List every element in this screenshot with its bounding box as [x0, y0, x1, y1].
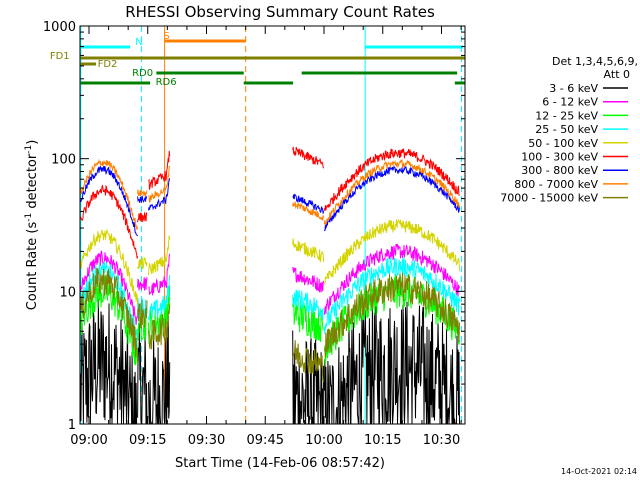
x-tick-label-3: 09:45 [247, 433, 284, 448]
x-axis-ticks: 09:00 09:15 09:30 09:45 10:00 10:15 10:30 [70, 26, 462, 448]
flag-label-fd1: FD1 [50, 51, 70, 62]
series-lines [79, 146, 460, 425]
series-line-4-seg-2 [148, 235, 171, 276]
series-line-6-seg-0 [79, 165, 139, 237]
y-tick-label-2: 100 [51, 153, 76, 168]
legend-label-8: 7000 - 15000 keV [500, 192, 598, 205]
series-line-7-seg-3 [292, 201, 325, 221]
series-line-6-seg-3 [292, 193, 325, 214]
series-line-3-seg-1 [137, 297, 148, 318]
series-line-6-seg-4 [323, 164, 460, 232]
x-tick-label-4: 10:00 [305, 433, 342, 448]
series-line-2-seg-3 [292, 297, 325, 342]
series-line-8-seg-0 [79, 267, 139, 364]
y-tick-label-0: 1 [68, 418, 76, 433]
x-tick-label-2: 09:30 [188, 433, 225, 448]
series-line-6-seg-1 [137, 195, 147, 203]
legend-label-3: 25 - 50 keV [535, 123, 598, 136]
legend-label-1: 6 - 12 keV [542, 96, 598, 109]
legend-label-5: 100 - 300 keV [521, 151, 598, 164]
series-line-0-seg-3 [292, 330, 325, 425]
x-tick-label-5: 10:15 [364, 433, 401, 448]
flag-label-fd2: FD2 [98, 59, 118, 70]
flag-label-rd6: RD6 [156, 77, 177, 88]
series-line-4-seg-3 [292, 238, 325, 263]
series-line-7-seg-4 [323, 158, 460, 226]
series-line-5-seg-0 [80, 184, 139, 259]
series-line-5-seg-3 [292, 146, 325, 169]
series-line-3-seg-4 [323, 256, 460, 335]
series-line-7-seg-1 [137, 189, 148, 197]
timestamp: 14-Oct-2021 02:14 [561, 467, 637, 476]
series-line-4-seg-0 [79, 229, 139, 304]
x-tick-label-0: 09:00 [70, 433, 107, 448]
legend-label-7: 800 - 7000 keV [514, 178, 598, 191]
flag-label-n: N [135, 37, 142, 48]
series-line-1-seg-1 [137, 277, 148, 291]
series-line-8-seg-4 [323, 272, 460, 358]
vertical-markers [80, 26, 462, 424]
y-tick-label-1: 10 [59, 285, 76, 300]
x-tick-label-1: 09:15 [129, 433, 166, 448]
legend-label-0: 3 - 6 keV [549, 82, 598, 95]
series-line-0-seg-1 [137, 323, 148, 425]
plot-frame [79, 25, 466, 425]
flag-label-s: S [163, 31, 169, 42]
legend-header-line-2: Att 0 [604, 68, 630, 81]
series-line-4-seg-4 [324, 218, 460, 285]
series-line-7-seg-0 [79, 158, 139, 231]
series-line-8-seg-2 [148, 304, 171, 350]
legend-header-line-1: Det 1,3,4,5,6,9, [552, 55, 638, 68]
chart-title: RHESSI Observing Summary Count Rates [125, 3, 435, 21]
series-line-1-seg-0 [79, 250, 139, 326]
series-line-0-seg-0 [79, 298, 138, 425]
series-line-1-seg-2 [148, 253, 171, 296]
series-line-5-seg-1 [137, 211, 148, 223]
y-axis-label: Count Rate (s-1 detector-1) [24, 140, 40, 311]
series-line-8-seg-3 [292, 340, 325, 383]
series-line-3-seg-2 [148, 275, 171, 321]
flag-label-rd0: RD0 [132, 68, 153, 79]
legend-label-4: 50 - 100 keV [528, 137, 598, 150]
series-line-5-seg-2 [148, 150, 171, 190]
series-line-5-seg-4 [323, 148, 460, 211]
series-line-0-seg-4 [323, 301, 460, 425]
series-line-1-seg-4 [323, 243, 460, 315]
series-line-3-seg-3 [292, 289, 324, 320]
x-tick-label-6: 10:30 [423, 433, 460, 448]
x-axis-label: Start Time (14-Feb-06 08:57:42) [175, 456, 385, 471]
series-line-8-seg-1 [137, 300, 148, 329]
series-line-4-seg-1 [137, 256, 148, 270]
series-line-1-seg-3 [292, 266, 325, 293]
y-axis-ticks: 1 10 100 1000 [43, 20, 465, 433]
y-tick-label-3: 1000 [43, 20, 76, 35]
series-line-7-seg-2 [148, 165, 171, 204]
legend-label-6: 300 - 800 keV [521, 164, 598, 177]
series-line-2-seg-1 [137, 306, 148, 341]
series-line-6-seg-2 [148, 178, 171, 211]
legend-label-2: 12 - 25 keV [535, 109, 598, 122]
